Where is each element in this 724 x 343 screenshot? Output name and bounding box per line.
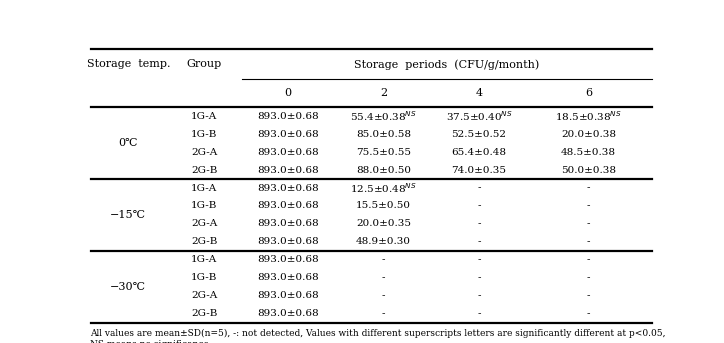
Text: Storage  periods  (CFU/g/month): Storage periods (CFU/g/month) [354, 59, 539, 70]
Text: 2G-B: 2G-B [191, 309, 217, 318]
Text: -: - [477, 201, 481, 211]
Text: -: - [586, 309, 590, 318]
Text: 65.4±0.48: 65.4±0.48 [452, 147, 507, 157]
Text: −30℃: −30℃ [110, 282, 146, 292]
Text: 1G-B: 1G-B [191, 130, 217, 139]
Text: -: - [586, 291, 590, 300]
Text: 12.5±0.48$^{NS}$: 12.5±0.48$^{NS}$ [350, 181, 417, 195]
Text: -: - [382, 309, 385, 318]
Text: Storage  temp.: Storage temp. [87, 59, 170, 69]
Text: 2: 2 [380, 88, 387, 98]
Text: 2G-B: 2G-B [191, 237, 217, 246]
Text: 893.0±0.68: 893.0±0.68 [258, 255, 319, 264]
Text: -: - [382, 255, 385, 264]
Text: 1G-B: 1G-B [191, 201, 217, 211]
Text: All values are mean±SD(n=5), -: not detected, Values with different superscripts: All values are mean±SD(n=5), -: not dete… [90, 329, 666, 343]
Text: 893.0±0.68: 893.0±0.68 [258, 130, 319, 139]
Text: -: - [477, 184, 481, 192]
Text: 893.0±0.68: 893.0±0.68 [258, 184, 319, 192]
Text: 37.5±0.40$^{NS}$: 37.5±0.40$^{NS}$ [446, 109, 513, 123]
Text: 74.0±0.35: 74.0±0.35 [452, 166, 507, 175]
Text: -: - [477, 309, 481, 318]
Text: 2G-A: 2G-A [191, 147, 217, 157]
Text: 893.0±0.68: 893.0±0.68 [258, 237, 319, 246]
Text: 6: 6 [585, 88, 592, 98]
Text: 20.0±0.38: 20.0±0.38 [561, 130, 616, 139]
Text: 75.5±0.55: 75.5±0.55 [356, 147, 411, 157]
Text: 0: 0 [285, 88, 292, 98]
Text: -: - [586, 273, 590, 282]
Text: -: - [477, 273, 481, 282]
Text: 50.0±0.38: 50.0±0.38 [561, 166, 616, 175]
Text: 20.0±0.35: 20.0±0.35 [356, 220, 411, 228]
Text: 893.0±0.68: 893.0±0.68 [258, 201, 319, 211]
Text: 55.4±0.38$^{NS}$: 55.4±0.38$^{NS}$ [350, 109, 417, 123]
Text: 2G-A: 2G-A [191, 291, 217, 300]
Text: -: - [586, 184, 590, 192]
Text: 0℃: 0℃ [119, 138, 138, 148]
Text: -: - [382, 273, 385, 282]
Text: -: - [477, 255, 481, 264]
Text: -: - [477, 291, 481, 300]
Text: 2G-B: 2G-B [191, 166, 217, 175]
Text: -: - [477, 220, 481, 228]
Text: -: - [477, 237, 481, 246]
Text: 893.0±0.68: 893.0±0.68 [258, 291, 319, 300]
Text: -: - [586, 220, 590, 228]
Text: 4: 4 [476, 88, 483, 98]
Text: 893.0±0.68: 893.0±0.68 [258, 147, 319, 157]
Text: 1G-A: 1G-A [191, 184, 217, 192]
Text: 18.5±0.38$^{NS}$: 18.5±0.38$^{NS}$ [555, 109, 622, 123]
Text: 893.0±0.68: 893.0±0.68 [258, 166, 319, 175]
Text: 85.0±0.58: 85.0±0.58 [356, 130, 411, 139]
Text: -: - [586, 255, 590, 264]
Text: Group: Group [187, 59, 222, 69]
Text: -: - [586, 201, 590, 211]
Text: 52.5±0.52: 52.5±0.52 [452, 130, 507, 139]
Text: 88.0±0.50: 88.0±0.50 [356, 166, 411, 175]
Text: 893.0±0.68: 893.0±0.68 [258, 220, 319, 228]
Text: 1G-B: 1G-B [191, 273, 217, 282]
Text: 893.0±0.68: 893.0±0.68 [258, 112, 319, 121]
Text: 48.9±0.30: 48.9±0.30 [356, 237, 411, 246]
Text: -: - [586, 237, 590, 246]
Text: 48.5±0.38: 48.5±0.38 [561, 147, 616, 157]
Text: 1G-A: 1G-A [191, 112, 217, 121]
Text: -: - [382, 291, 385, 300]
Text: −15℃: −15℃ [110, 210, 146, 220]
Text: 15.5±0.50: 15.5±0.50 [356, 201, 411, 211]
Text: 2G-A: 2G-A [191, 220, 217, 228]
Text: 893.0±0.68: 893.0±0.68 [258, 273, 319, 282]
Text: 893.0±0.68: 893.0±0.68 [258, 309, 319, 318]
Text: 1G-A: 1G-A [191, 255, 217, 264]
